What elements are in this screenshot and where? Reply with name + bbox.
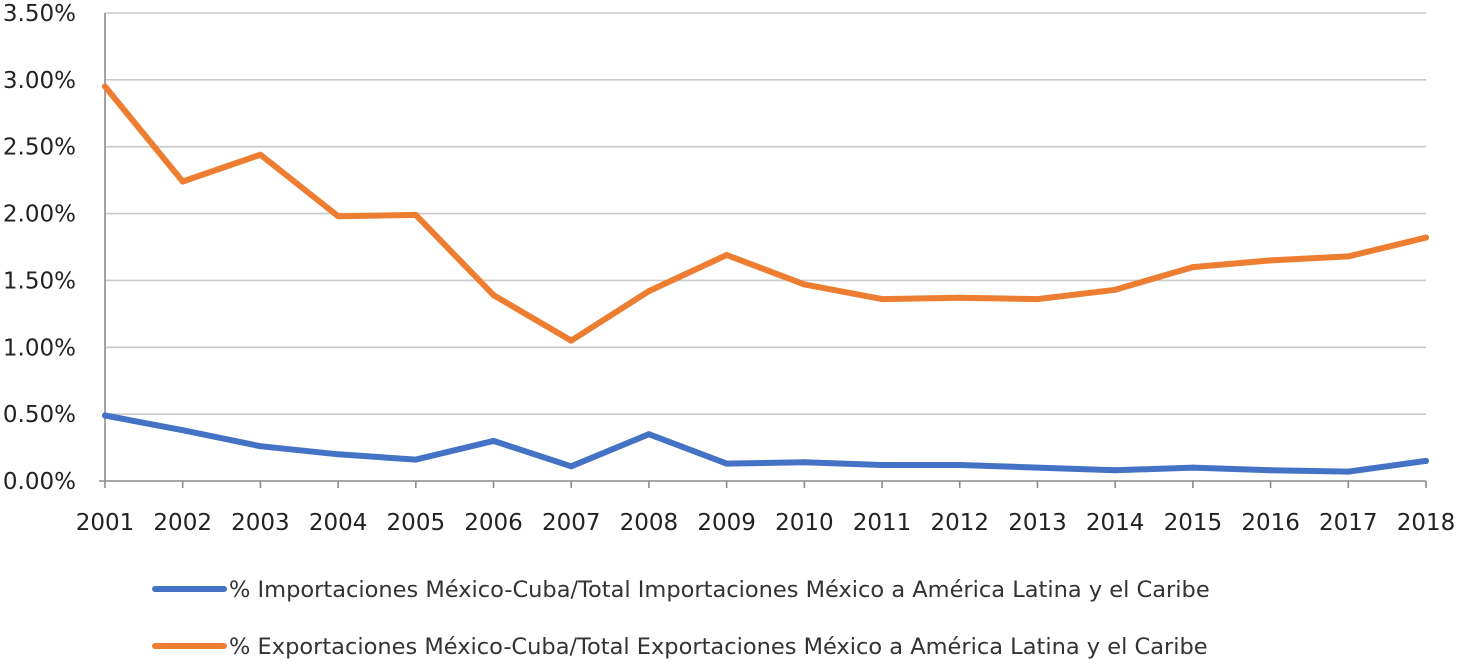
- data-point: [1267, 467, 1274, 474]
- x-tick-label: 2009: [697, 510, 756, 536]
- y-tick-label: 0.00%: [3, 469, 76, 495]
- data-point: [1423, 457, 1429, 464]
- data-point: [179, 427, 186, 434]
- data-point: [1189, 464, 1196, 471]
- data-point: [1112, 286, 1119, 293]
- data-point: [723, 252, 730, 259]
- y-tick-label: 2.00%: [3, 202, 76, 228]
- data-point: [1189, 264, 1196, 271]
- y-tick-label: 1.50%: [3, 268, 76, 294]
- x-tick-label: 2017: [1319, 510, 1378, 536]
- data-point: [179, 178, 186, 185]
- x-tick-label: 2010: [775, 510, 834, 536]
- x-tick-label: 2016: [1241, 510, 1300, 536]
- x-axis-ticks: 2001 2002 2003 2004 2005 2006 2007 2008 2009 2010…: [76, 510, 1456, 536]
- series-line-exportaciones: [102, 83, 1429, 344]
- x-tick-label: 2008: [620, 510, 679, 536]
- y-tick-label: 0.50%: [3, 402, 76, 428]
- data-point: [956, 294, 963, 301]
- data-point: [801, 459, 808, 466]
- data-point: [102, 83, 108, 90]
- x-tick-label: 2015: [1164, 510, 1223, 536]
- x-tick-label: 2003: [231, 510, 290, 536]
- legend: % Importaciones México-Cuba/Total Import…: [152, 577, 1210, 660]
- data-point: [490, 437, 497, 444]
- data-point: [1112, 467, 1119, 474]
- data-point: [102, 412, 108, 419]
- data-point: [412, 211, 419, 218]
- y-tick-label: 1.00%: [3, 335, 76, 361]
- data-point: [568, 337, 575, 344]
- data-point: [879, 296, 886, 303]
- legend-label: % Importaciones México-Cuba/Total Import…: [229, 577, 1210, 603]
- x-tick-label: 2013: [1008, 510, 1067, 536]
- data-point: [645, 431, 652, 438]
- data-point: [645, 288, 652, 295]
- x-tick-label: 2006: [464, 510, 523, 536]
- data-point: [801, 281, 808, 288]
- data-point: [1345, 253, 1352, 260]
- x-tick-label: 2018: [1397, 510, 1456, 536]
- data-point: [1267, 257, 1274, 264]
- x-tick-label: 2004: [309, 510, 368, 536]
- series-lines: [102, 83, 1429, 475]
- gridlines: [105, 12, 1426, 415]
- x-tick-label: 2001: [76, 510, 135, 536]
- legend-label: % Exportaciones México-Cuba/Total Export…: [229, 634, 1208, 660]
- y-tick-label: 3.50%: [3, 1, 76, 27]
- x-tick-label: 2012: [930, 510, 989, 536]
- data-point: [257, 151, 264, 158]
- data-point: [568, 463, 575, 470]
- axes: [99, 13, 1427, 488]
- x-tick-label: 2007: [542, 510, 601, 536]
- y-tick-label: 2.50%: [3, 135, 76, 161]
- data-point: [956, 461, 963, 468]
- y-tick-label: 3.00%: [3, 68, 76, 94]
- data-point: [490, 292, 497, 299]
- x-tick-label: 2002: [153, 510, 212, 536]
- data-point: [257, 443, 264, 450]
- data-point: [335, 213, 342, 220]
- data-point: [412, 456, 419, 463]
- x-tick-label: 2011: [853, 510, 912, 536]
- y-axis-ticks: 0.00% 0.50% 1.00% 1.50% 2.00% 2.50% 3.00% 3.50%: [3, 1, 76, 495]
- data-point: [1423, 234, 1429, 241]
- data-point: [335, 451, 342, 458]
- x-tick-label: 2005: [387, 510, 446, 536]
- data-point: [879, 461, 886, 468]
- data-point: [1345, 468, 1352, 475]
- data-point: [1034, 296, 1041, 303]
- x-tick-label: 2014: [1086, 510, 1145, 536]
- data-point: [1034, 464, 1041, 471]
- series-line-importaciones: [102, 412, 1429, 475]
- data-point: [723, 460, 730, 467]
